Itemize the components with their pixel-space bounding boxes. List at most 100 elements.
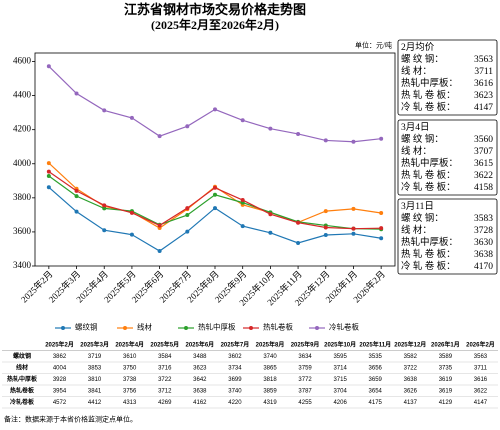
table-cell: 3699: [228, 377, 242, 383]
point: [379, 236, 384, 241]
point: [351, 206, 356, 211]
table-cell: 4137: [404, 400, 418, 406]
box-value: 3638: [474, 250, 493, 260]
box-value: 3707: [474, 147, 493, 157]
table-cell: 3759: [298, 365, 312, 371]
point: [46, 174, 51, 179]
point: [323, 232, 328, 237]
table-cell: 4313: [123, 400, 137, 406]
table-cell: 3619: [439, 388, 453, 394]
point: [46, 64, 51, 69]
box-value: 3616: [474, 79, 493, 89]
y-tick-label: 3800: [13, 192, 32, 202]
box-value: 3563: [474, 55, 493, 65]
table-cell: 3711: [474, 365, 488, 371]
box-value: 3728: [474, 226, 493, 236]
table-cell: 3818: [263, 377, 277, 383]
table-row-label: 热轧中厚板: [7, 375, 38, 383]
y-tick-label: 4600: [13, 56, 32, 66]
box-value: 3583: [474, 214, 493, 224]
table-cell: 3642: [193, 377, 207, 383]
note: 备注：数据来源于本省价格监测定点单位。: [4, 415, 137, 424]
table-cell: 3722: [404, 365, 418, 371]
table-header: 2025年2月: [45, 340, 74, 348]
box-label: 热轧中厚板：: [401, 77, 458, 89]
point: [74, 188, 79, 193]
unit: 单位：元/吨: [355, 41, 392, 50]
series-line: [48, 186, 382, 252]
box-value: 4170: [474, 262, 493, 272]
table-cell: 3656: [369, 365, 383, 371]
point: [296, 131, 301, 136]
point: [268, 212, 273, 217]
point: [351, 139, 356, 144]
legend-marker: [123, 326, 127, 330]
table-cell: 3712: [158, 388, 172, 394]
point: [213, 206, 217, 211]
legend-marker: [61, 326, 65, 330]
point: [102, 203, 107, 208]
chart-subtitle: (2025年2月至2026年2月): [151, 17, 279, 32]
box-value: 3630: [474, 238, 493, 248]
point: [379, 211, 384, 216]
table-header: 2025年3月: [80, 340, 109, 348]
box-title: 2月均价: [401, 41, 435, 53]
series-line: [48, 171, 382, 230]
point: [379, 136, 384, 141]
box-title: 3月4日: [401, 122, 430, 133]
box-value: 3615: [474, 159, 493, 169]
point: [46, 161, 51, 166]
table-cell: 3563: [474, 354, 488, 360]
box-label: 热 轧 卷 板：: [401, 248, 456, 260]
info-box: [397, 198, 498, 275]
box-label: 线 材：: [401, 224, 432, 236]
table-header: 2025年6月: [186, 340, 215, 348]
table-cell: 3616: [474, 377, 488, 383]
chart-title: 江苏省钢材市场交易价格走势图: [124, 2, 306, 17]
box-value: 3622: [474, 171, 493, 181]
table-cell: 3928: [53, 377, 67, 383]
point: [157, 249, 162, 254]
table-header: 2025年4月: [115, 340, 144, 348]
point: [268, 230, 273, 235]
box-value: 4147: [474, 103, 493, 113]
legend-marker: [249, 326, 253, 330]
point: [102, 108, 107, 113]
point: [240, 198, 245, 203]
box-label: 热 轧 卷 板：: [401, 89, 456, 101]
point: [46, 185, 51, 190]
point: [129, 232, 134, 237]
table-cell: 3535: [369, 354, 383, 360]
box-label: 冷 轧 卷 板：: [401, 181, 456, 193]
point: [351, 226, 356, 231]
table-cell: 4412: [88, 400, 102, 406]
point: [185, 124, 190, 129]
box-label: 冷 轧 卷 板：: [401, 260, 456, 272]
table-row-label: 螺纹钢: [13, 352, 31, 360]
table-cell: 4319: [263, 400, 277, 406]
table-cell: 3810: [88, 377, 102, 383]
box-label: 螺 纹 钢：: [401, 133, 444, 145]
table-cell: 3595: [333, 354, 347, 360]
table-header: 2025年8月: [256, 340, 285, 348]
table-cell: 3715: [333, 377, 347, 383]
point: [157, 223, 162, 228]
point: [213, 185, 217, 190]
point: [268, 126, 273, 131]
table-header: 2025年7月: [221, 340, 250, 348]
table-cell: 3734: [228, 365, 242, 371]
table-header: 2025年5月: [150, 340, 179, 348]
point: [296, 240, 301, 245]
table-cell: 3659: [369, 377, 383, 383]
point: [185, 229, 190, 234]
table-cell: 3654: [369, 388, 383, 394]
table-cell: 4175: [369, 400, 383, 406]
table-cell: 4147: [474, 400, 488, 406]
box-label: 热 轧 卷 板：: [401, 169, 456, 181]
box-value: 3623: [474, 91, 493, 101]
legend-marker: [184, 326, 188, 330]
series-line: [48, 65, 382, 143]
box-value: 3560: [474, 135, 493, 145]
y-tick-label: 4200: [13, 124, 32, 134]
table-cell: 3704: [333, 388, 347, 394]
